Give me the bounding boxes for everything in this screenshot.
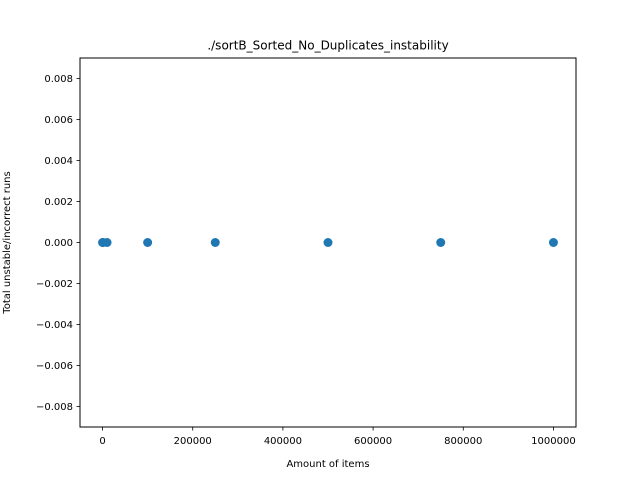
y-tick-label: 0.004 [44, 156, 73, 167]
x-tick-label: 1000000 [531, 436, 576, 447]
x-tick-label: 200000 [174, 436, 212, 447]
data-point-7 [548, 238, 558, 247]
y-axis-label: Total unstable/incorrect runs [2, 171, 13, 314]
plot-frame [79, 57, 577, 428]
y-tick-label: −0.008 [36, 402, 73, 413]
y-tick-label: 0.002 [44, 197, 73, 208]
data-point-3 [143, 238, 153, 247]
data-point-4 [210, 238, 220, 247]
y-tick-label: −0.006 [36, 361, 73, 372]
x-axis-label: Amount of items [286, 459, 369, 470]
data-point-5 [323, 238, 333, 247]
y-tick-label: 0.006 [44, 115, 73, 126]
data-point-2 [102, 238, 112, 247]
y-tick-label: 0.000 [44, 238, 73, 249]
y-tick-label: −0.004 [36, 320, 73, 331]
y-axis-ticks: −0.008 −0.006 −0.004 −0.002 0.000 0.002 0.004 0… [36, 74, 80, 413]
y-tick-label: −0.002 [36, 279, 73, 290]
data-points [98, 238, 558, 247]
x-tick-label: 400000 [264, 436, 302, 447]
y-tick-label: 0.008 [44, 74, 73, 85]
x-tick-label: 800000 [444, 436, 482, 447]
data-point-6 [436, 238, 446, 247]
x-axis-ticks: 0 200000 400000 600000 800000 1000000 [99, 427, 576, 447]
x-tick-label: 0 [99, 436, 105, 447]
chart-title: ./sortB_Sorted_No_Duplicates_instability [207, 39, 448, 53]
x-tick-label: 600000 [354, 436, 392, 447]
